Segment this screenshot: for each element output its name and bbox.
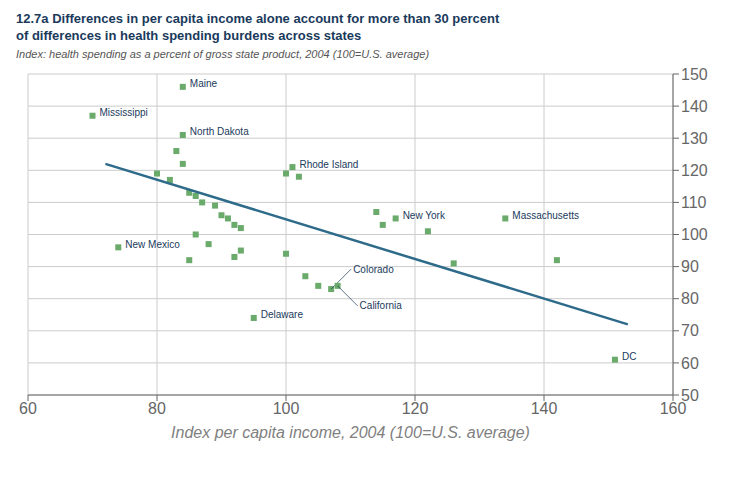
svg-text:North Dakota: North Dakota xyxy=(190,126,249,137)
svg-text:California: California xyxy=(360,300,403,311)
svg-text:60: 60 xyxy=(19,400,37,417)
svg-text:80: 80 xyxy=(681,290,699,307)
svg-text:New Mexico: New Mexico xyxy=(125,239,180,250)
svg-text:60: 60 xyxy=(681,355,699,372)
svg-text:Index per capita income, 2004: Index per capita income, 2004 (100=U.S. … xyxy=(171,424,530,441)
svg-text:90: 90 xyxy=(681,258,699,275)
svg-text:100: 100 xyxy=(273,400,300,417)
html-text:Index: health spending as a pe: Index: health spending as a percent of g… xyxy=(16,48,430,60)
svg-text:110: 110 xyxy=(681,194,707,211)
svg-text:140: 140 xyxy=(531,400,558,417)
svg-text:Massachusetts: Massachusetts xyxy=(512,210,579,221)
svg-text:Colorado: Colorado xyxy=(353,264,394,275)
svg-text:New York: New York xyxy=(403,210,446,221)
svg-text:70: 70 xyxy=(681,322,699,339)
svg-text:150: 150 xyxy=(681,66,708,83)
svg-text:140: 140 xyxy=(681,98,708,115)
svg-text:50: 50 xyxy=(681,387,699,404)
html-text:of differences in health spend: of differences in health spending burden… xyxy=(16,28,362,43)
svg-text:Mississippi: Mississippi xyxy=(100,107,148,118)
svg-text:Delaware: Delaware xyxy=(261,309,304,320)
html-text:12.7a Differences in per capit: 12.7a Differences in per capita income a… xyxy=(16,11,500,26)
svg-text:130: 130 xyxy=(681,130,708,147)
svg-text:120: 120 xyxy=(681,162,708,179)
svg-text:160: 160 xyxy=(659,400,687,418)
svg-text:120: 120 xyxy=(402,400,429,417)
svg-text:80: 80 xyxy=(148,400,166,417)
svg-text:100: 100 xyxy=(681,226,708,243)
svg-text:Rhode Island: Rhode Island xyxy=(299,159,358,170)
svg-text:Maine: Maine xyxy=(190,78,218,89)
svg-text:DC: DC xyxy=(622,351,636,362)
